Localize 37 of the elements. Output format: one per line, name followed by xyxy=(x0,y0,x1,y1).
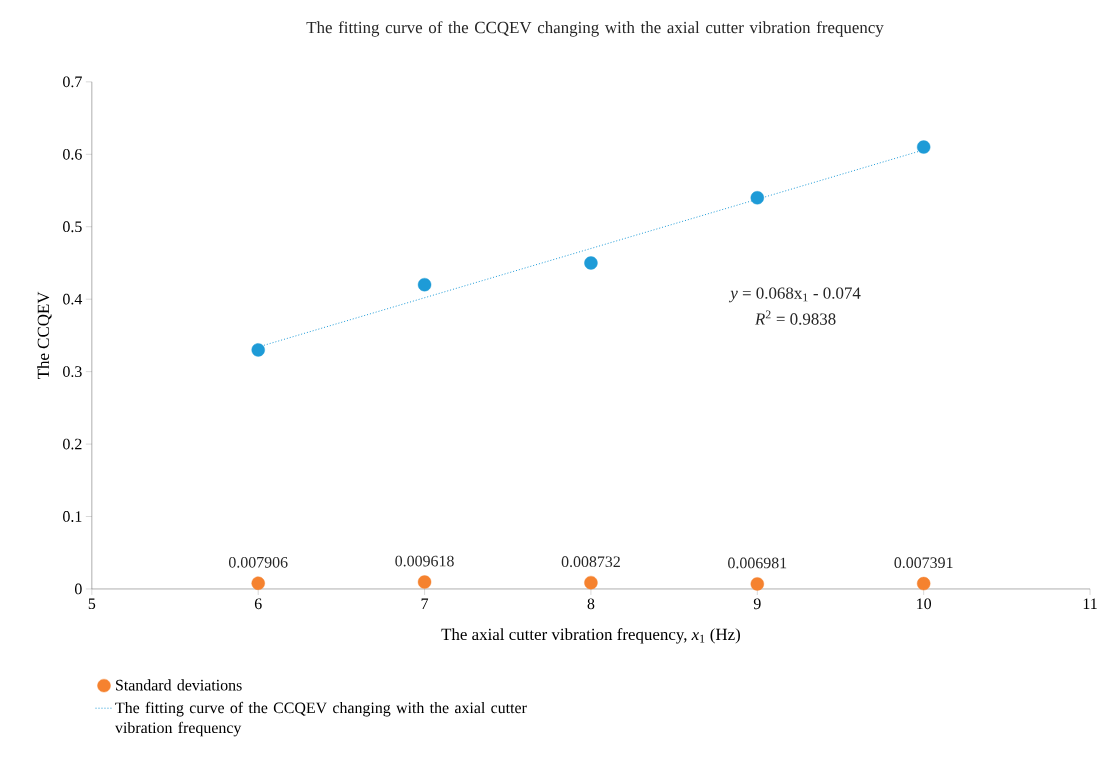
data-label: 0.009618 xyxy=(395,555,454,567)
x-tick-label: 5 xyxy=(88,598,96,610)
point xyxy=(417,575,432,589)
annotation: y = 0.068x$_{1}$ - 0.074 xyxy=(728,287,861,303)
data-label: 0.008732 xyxy=(561,556,620,568)
point xyxy=(417,278,432,292)
x-tick-label: 7 xyxy=(421,598,429,610)
data-label: 0.007391 xyxy=(894,557,953,569)
y-tick-label: 0.6 xyxy=(63,149,82,160)
y-tick-label: 0.7 xyxy=(63,76,82,88)
point xyxy=(916,577,931,591)
chart-title: The fitting curve of the CCQEV changing with the axial cutter vibration frequency xyxy=(306,21,884,37)
y-tick-label: 0 xyxy=(74,583,82,595)
annotation: R$^{2}$ = 0.9838 xyxy=(754,310,836,325)
point xyxy=(750,191,764,205)
point xyxy=(584,256,598,270)
x-axis-title: The axial cutter vibration frequency, x$_{1}$ (Hz) xyxy=(441,628,740,644)
data-label: 0.007906 xyxy=(228,557,288,568)
x-tick-label: 9 xyxy=(753,598,761,610)
data-label: 0.006981 xyxy=(728,557,787,569)
point xyxy=(750,577,764,591)
point xyxy=(251,343,265,357)
legend-label: The fitting curve of the CCQEV changing with the axial cutter vibration frequency xyxy=(114,702,527,737)
y-axis-title: The CCQEV xyxy=(37,291,52,380)
y-tick-label: 0.4 xyxy=(63,293,83,305)
legend-label: Standard deviations xyxy=(116,679,242,691)
point xyxy=(916,140,931,154)
x-tick-label: 10 xyxy=(917,598,932,610)
x-tick-label: 6 xyxy=(254,598,262,610)
x-tick-label: 8 xyxy=(587,598,595,610)
point xyxy=(251,576,265,591)
point xyxy=(584,576,598,590)
y-tick-label: 0.3 xyxy=(63,366,82,378)
x-tick-label: 11 xyxy=(1083,598,1097,610)
y-tick-label: 0.1 xyxy=(63,511,82,523)
y-tick-label: 0.5 xyxy=(63,221,82,233)
y-tick-label: 0.2 xyxy=(63,438,82,450)
